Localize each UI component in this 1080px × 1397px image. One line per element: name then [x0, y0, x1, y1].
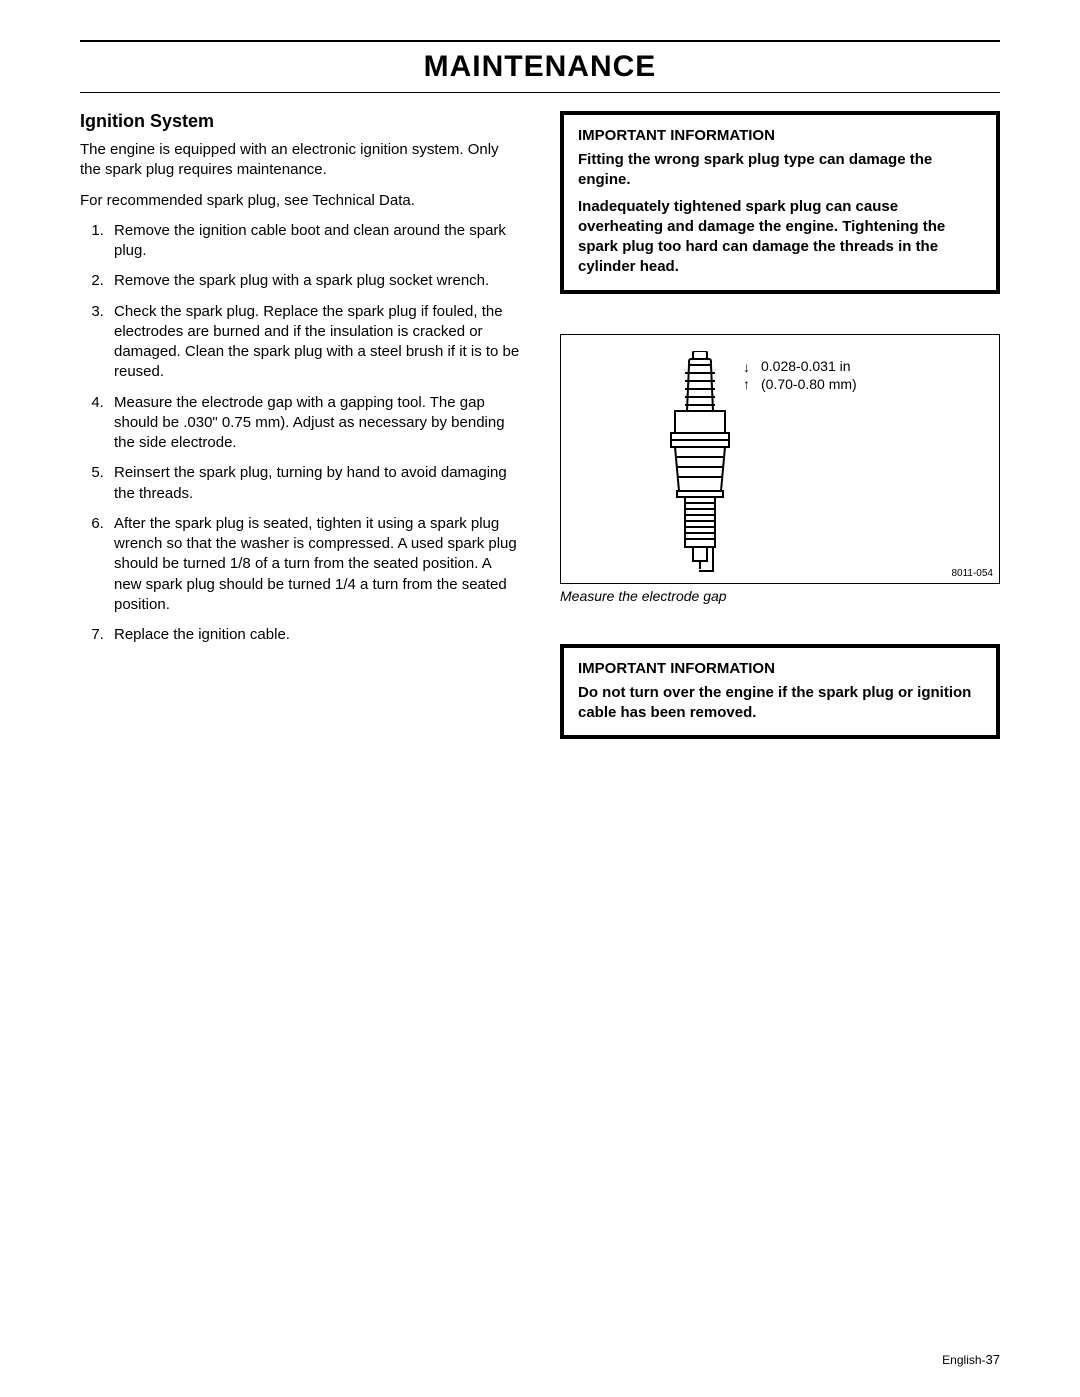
step-6: After the spark plug is seated, tighten … [108, 514, 520, 615]
section-heading: Ignition System [80, 111, 520, 132]
spark-plug-icon [655, 351, 745, 576]
step-4: Measure the electrode gap with a gapping… [108, 393, 520, 454]
step-5: Reinsert the spark plug, turning by hand… [108, 463, 520, 504]
figure-caption: Measure the electrode gap [560, 588, 1000, 604]
right-column: IMPORTANT INFORMATION Fitting the wrong … [560, 111, 1000, 779]
intro-para-2: For recommended spark plug, see Technica… [80, 191, 520, 211]
spark-plug-figure: ↓ ↑ 0.028-0.031 in (0.70-0.80 mm) 8011-0… [560, 334, 1000, 584]
gap-arrows-icon: ↓ ↑ [743, 359, 750, 394]
rule-under-title [80, 92, 1000, 93]
intro-para-1: The engine is equipped with an electroni… [80, 140, 520, 181]
arrow-down-icon: ↓ [743, 359, 750, 377]
info1-para-2: Inadequately tightened spark plug can ca… [578, 197, 982, 278]
arrow-up-icon: ↑ [743, 376, 750, 394]
left-column: Ignition System The engine is equipped w… [80, 111, 520, 779]
info-title-1: IMPORTANT INFORMATION [578, 127, 982, 144]
rule-top [80, 40, 1000, 42]
gap-measurement-label: 0.028-0.031 in (0.70-0.80 mm) [761, 357, 857, 393]
step-2: Remove the spark plug with a spark plug … [108, 271, 520, 291]
important-info-box-1: IMPORTANT INFORMATION Fitting the wrong … [560, 111, 1000, 294]
page-title: MAINTENANCE [80, 50, 1000, 84]
info2-para-1: Do not turn over the engine if the spark… [578, 683, 982, 724]
important-info-box-2: IMPORTANT INFORMATION Do not turn over t… [560, 644, 1000, 740]
procedure-list: Remove the ignition cable boot and clean… [80, 221, 520, 646]
info1-para-1: Fitting the wrong spark plug type can da… [578, 150, 982, 191]
step-3: Check the spark plug. Replace the spark … [108, 302, 520, 383]
step-1: Remove the ignition cable boot and clean… [108, 221, 520, 262]
footer-page-number: 37 [986, 1352, 1000, 1367]
two-column-layout: Ignition System The engine is equipped w… [80, 111, 1000, 779]
info-title-2: IMPORTANT INFORMATION [578, 660, 982, 677]
figure-code: 8011-054 [951, 568, 993, 579]
gap-mm: (0.70-0.80 mm) [761, 375, 857, 393]
footer-lang: English- [942, 1353, 985, 1367]
page-footer: English-37 [942, 1352, 1000, 1367]
step-7: Replace the ignition cable. [108, 625, 520, 645]
gap-inches: 0.028-0.031 in [761, 357, 857, 375]
